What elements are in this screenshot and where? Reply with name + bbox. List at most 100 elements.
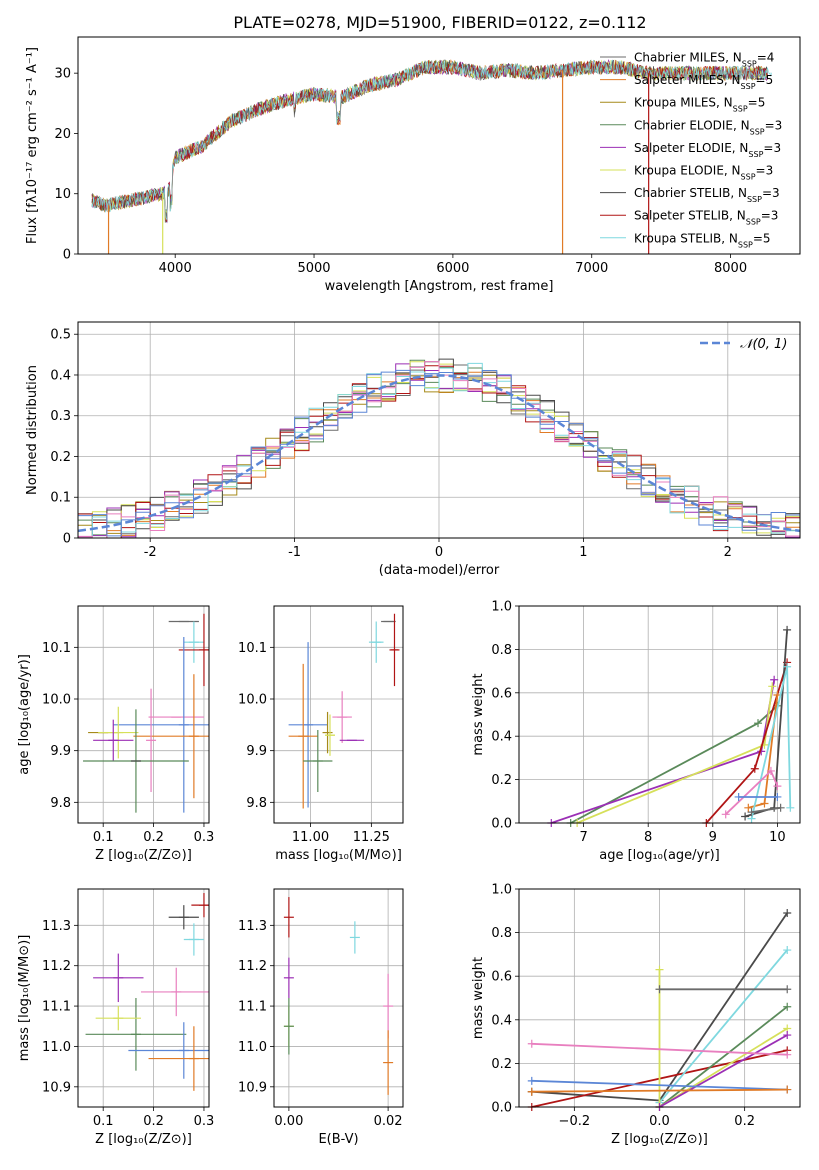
y-tick-label: 0.6 bbox=[491, 686, 512, 701]
y-tick-label: 0.8 bbox=[491, 926, 512, 941]
x-tick-label: 11.00 bbox=[292, 830, 329, 845]
weight-marker bbox=[766, 766, 775, 775]
y-tick-label: 0.8 bbox=[491, 643, 512, 658]
weight-marker bbox=[655, 985, 664, 994]
y-tick-label: 0.0 bbox=[491, 1101, 512, 1116]
x-tick-label: 0.00 bbox=[274, 1114, 303, 1129]
mass_vs_EBV-frame bbox=[273, 888, 404, 1108]
legend-label: Salpeter ELODIE, NSSP=3 bbox=[634, 141, 781, 159]
weight-marker bbox=[783, 946, 792, 955]
weight_vs_Z-frame bbox=[518, 888, 801, 1108]
errorbar-point bbox=[283, 998, 294, 1055]
weight-marker bbox=[783, 1031, 792, 1040]
weight-line bbox=[551, 679, 776, 823]
legend-value: =4 bbox=[757, 51, 775, 65]
errorbar-point bbox=[95, 1006, 141, 1031]
y-tick-label: 0.2 bbox=[491, 773, 512, 788]
y-tick-label: 11.2 bbox=[42, 959, 71, 974]
weight_vs_Z-axes bbox=[515, 888, 800, 1111]
x-tick-label: 5000 bbox=[297, 261, 330, 276]
x-tick-label: 8 bbox=[644, 830, 652, 845]
weight-marker bbox=[783, 985, 792, 994]
y-tick-label: 0.1 bbox=[50, 491, 71, 506]
weight-line bbox=[531, 1079, 788, 1091]
errorbar-point bbox=[85, 998, 187, 1071]
y-tick-label: 30 bbox=[54, 67, 71, 82]
y-axis-label: Flux [fλ10⁻¹⁷ erg cm⁻² s⁻¹ A⁻¹] bbox=[25, 47, 40, 244]
y-axis-label: mass weight bbox=[471, 673, 486, 755]
y-tick-label: 20 bbox=[54, 127, 71, 142]
x-tick-label: 11.25 bbox=[353, 830, 390, 845]
residuals-frame bbox=[77, 321, 801, 539]
weight-marker bbox=[754, 719, 763, 728]
y-tick-label: 10.1 bbox=[238, 641, 267, 656]
legend-value: =3 bbox=[756, 164, 774, 178]
age_vs_mass-frame bbox=[273, 605, 404, 824]
weight-marker bbox=[773, 782, 782, 791]
errorbar-point bbox=[93, 953, 144, 1003]
legend-subscript: SSP bbox=[746, 217, 761, 226]
y-tick-label: 11.1 bbox=[42, 1000, 71, 1015]
y-tick-label: 0.2 bbox=[491, 1057, 512, 1072]
weight_vs_age-frame bbox=[518, 605, 801, 824]
y-tick-label: 10.0 bbox=[42, 693, 71, 708]
y-tick-label: 11.0 bbox=[238, 1040, 267, 1055]
weight-line bbox=[658, 969, 788, 1107]
errorbar-point bbox=[383, 973, 394, 1039]
x-axis-label: Z [log₁₀(Z/Z⊙)] bbox=[611, 1132, 708, 1147]
age_vs_Z-axes bbox=[74, 606, 209, 827]
x-tick-label: 0.1 bbox=[93, 1114, 114, 1129]
errorbar-point bbox=[324, 714, 335, 756]
weight-marker bbox=[721, 810, 730, 819]
x-tick-label: 0 bbox=[435, 545, 443, 560]
y-tick-label: 0.6 bbox=[491, 970, 512, 985]
legend-value: =3 bbox=[762, 186, 780, 200]
errorbar-point bbox=[128, 1022, 209, 1079]
weight-marker bbox=[527, 1039, 536, 1048]
legend-label: Kroupa MILES, NSSP=5 bbox=[634, 96, 765, 114]
y-tick-label: 9.9 bbox=[50, 744, 71, 759]
legend-value: =3 bbox=[765, 118, 783, 132]
x-tick-label: 10 bbox=[769, 830, 786, 845]
y-tick-label: 11.1 bbox=[238, 1000, 267, 1015]
x-tick-label: 8000 bbox=[714, 261, 747, 276]
errorbar-point bbox=[93, 719, 134, 761]
y-tick-label: 10.9 bbox=[42, 1080, 71, 1095]
errorbar-point bbox=[383, 1030, 394, 1095]
weight-line bbox=[751, 806, 781, 813]
legend-label: Chabrier ELODIE, NSSP=3 bbox=[634, 118, 782, 136]
weight-marker bbox=[527, 1087, 536, 1096]
y-tick-label: 0.4 bbox=[491, 730, 512, 745]
y-tick-label: 0.4 bbox=[491, 1013, 512, 1028]
weight-line bbox=[658, 1005, 788, 1107]
y-tick-label: 0 bbox=[63, 248, 71, 263]
x-tick-label: 7 bbox=[579, 830, 587, 845]
errorbar-point bbox=[288, 663, 318, 809]
weight-marker bbox=[741, 812, 750, 821]
age_vs_Z-frame bbox=[77, 605, 210, 824]
y-tick-label: 10.1 bbox=[42, 641, 71, 656]
y-tick-label: 11.2 bbox=[238, 959, 267, 974]
y-axis-label: Normed distribution bbox=[25, 365, 40, 495]
weight-marker bbox=[783, 1085, 792, 1094]
y-tick-label: 10 bbox=[54, 187, 71, 202]
weight-marker bbox=[744, 803, 753, 812]
x-axis-label: Z [log₁₀(Z/Z⊙)] bbox=[95, 1132, 192, 1147]
errorbar-point bbox=[183, 923, 204, 956]
weight-marker bbox=[776, 803, 785, 812]
y-tick-label: 0.3 bbox=[50, 409, 71, 424]
weight-marker bbox=[734, 792, 743, 801]
spectrum-axes bbox=[74, 72, 731, 258]
histogram-steps bbox=[78, 369, 800, 537]
weight-marker bbox=[783, 625, 792, 634]
errorbar-point bbox=[303, 730, 333, 792]
errorbar-point bbox=[178, 613, 209, 687]
errorbar-point bbox=[349, 921, 360, 954]
weight-line bbox=[531, 1042, 788, 1056]
legend-label: 𝒩(0, 1) bbox=[740, 337, 787, 352]
x-tick-label: 0.1 bbox=[93, 830, 114, 845]
x-tick-label: 0.3 bbox=[194, 1114, 215, 1129]
x-tick-label: 0.0 bbox=[649, 1114, 670, 1129]
y-tick-label: 0.2 bbox=[50, 450, 71, 465]
